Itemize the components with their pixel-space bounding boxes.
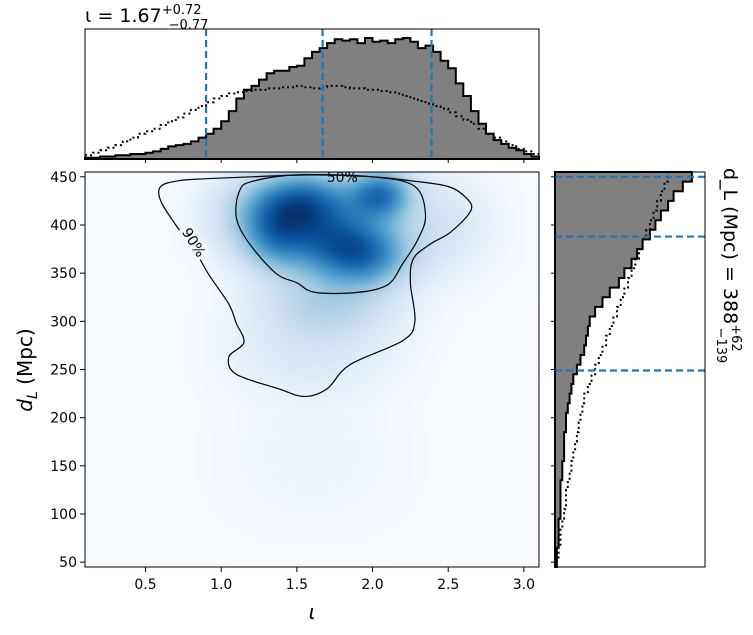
x-tick-label: 0.5: [134, 577, 156, 593]
y-tick-label: 350: [50, 266, 77, 282]
right-prior-histogram: [555, 172, 670, 567]
top-marginal-prior: [85, 84, 539, 157]
y-tick-label: 150: [50, 459, 77, 475]
joint-panel: 50%90% 0.5 1.0 1.5 2.0 2.5 3.0 50100150200250…: [13, 170, 540, 624]
right-marginal-label-sup: +62: [728, 324, 743, 351]
right-marginal-ticks: [551, 176, 555, 563]
density-heatmap: [85, 172, 539, 567]
top-marginal-title-sup: +0.72: [162, 3, 202, 18]
right-marginal-prior: [555, 172, 670, 567]
contour-label-50: 50%: [327, 170, 358, 186]
right-marginal-label-main: d_L (Mpc) = 388: [719, 168, 741, 324]
top-marginal-panel: ι = 1.67+0.72 −0.77: [84, 3, 540, 163]
contour-90: [157, 174, 473, 398]
right-posterior-histogram: [554, 171, 693, 568]
y-tick-label: 250: [50, 363, 77, 379]
y-tick-label: 100: [50, 507, 77, 523]
x-axis-ticks: 0.5 1.0 1.5 2.0 2.5 3.0: [134, 567, 535, 593]
top-marginal-ticks: [145, 159, 525, 163]
y-tick-label: 200: [50, 411, 77, 427]
top-marginal-histogram: [84, 37, 540, 160]
top-posterior-histogram: [84, 37, 540, 160]
top-marginal-title-main: ι = 1.67: [85, 5, 162, 27]
right-marginal-credible-lines: [555, 175, 705, 372]
y-tick-label: 300: [50, 314, 77, 330]
y-axis-label: dL (Mpc): [13, 328, 41, 411]
y-tick-label: 400: [50, 218, 77, 234]
x-tick-label: 1.0: [210, 577, 232, 593]
right-marginal-panel: d_L (Mpc) = 388+62−139: [551, 168, 743, 568]
x-tick-label: 2.5: [437, 577, 459, 593]
top-marginal-title: ι = 1.67+0.72 −0.77: [85, 3, 208, 33]
y-axis-ticks: 50 100 150 200 250 300 350 400 450: [50, 170, 85, 571]
x-tick-label: 3.0: [513, 577, 535, 593]
top-marginal-title-sub: −0.77: [169, 18, 209, 33]
right-marginal-histogram: [554, 171, 693, 568]
y-tick-label: 450: [50, 170, 77, 186]
y-tick-label: 50: [59, 555, 77, 571]
x-tick-label: 2.0: [361, 577, 383, 593]
top-prior-histogram: [85, 84, 539, 157]
right-marginal-label: d_L (Mpc) = 388+62−139: [713, 168, 743, 363]
x-tick-label: 1.5: [286, 577, 308, 593]
top-marginal-frame: [84, 28, 540, 160]
right-marginal-label-sub: −139: [713, 328, 728, 364]
x-axis-label: ι: [309, 600, 316, 624]
